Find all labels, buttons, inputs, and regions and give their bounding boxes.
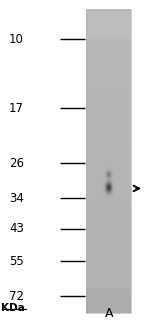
Text: 55: 55 [9,254,24,267]
Text: 26: 26 [9,157,24,170]
Bar [86,10,131,313]
Text: A: A [105,307,113,320]
Text: 43: 43 [9,222,24,235]
Text: 34: 34 [9,192,24,205]
Text: KDa: KDa [2,303,25,313]
Text: 72: 72 [9,290,24,303]
Text: 17: 17 [9,102,24,115]
Text: 10: 10 [9,33,24,46]
